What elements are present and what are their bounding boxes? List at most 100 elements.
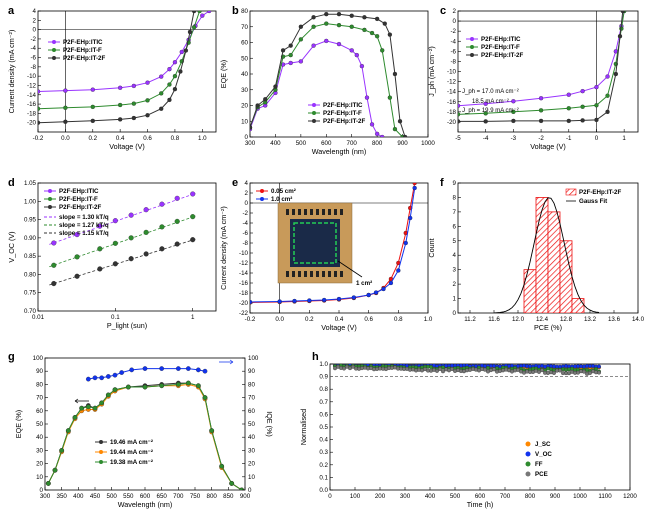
series-0-point [580, 89, 585, 94]
series-2-point [273, 84, 278, 89]
series-2-point [159, 383, 165, 389]
histogram-bar [535, 197, 549, 313]
series-1-point [174, 218, 180, 224]
y-tick-label: -10 [239, 250, 249, 257]
series-1-point [366, 292, 371, 298]
y-tick-label: 2 [245, 190, 249, 197]
y-tick-label: -20 [447, 119, 457, 126]
series-3-point [92, 375, 98, 381]
y-tick-label: -8 [450, 58, 456, 65]
plot-frame [329, 363, 631, 491]
series-2-point [458, 119, 461, 124]
series-0-point [174, 195, 180, 201]
series-1-point [118, 102, 123, 108]
series-2-point [79, 405, 85, 411]
legend-label: PCE [535, 471, 548, 478]
series-1-point [145, 98, 150, 103]
series-3-point [597, 370, 601, 375]
legend-swatch [565, 188, 577, 196]
series-2-point [263, 97, 268, 102]
series-1-point [288, 52, 293, 58]
y-tick-label: 80 [241, 8, 248, 15]
series-0-point [538, 96, 544, 101]
series-3-point [112, 372, 118, 378]
series-1-point [190, 214, 196, 220]
series-2-point [74, 273, 80, 279]
series-2-point [131, 115, 136, 121]
plot-frame [37, 10, 217, 133]
series-0-point [159, 74, 164, 79]
plot-area [45, 366, 245, 490]
series-2-point [190, 237, 196, 243]
y-tick-label: -20 [27, 120, 37, 127]
x-tick-label: 400 [270, 140, 281, 147]
y-tick-label: 0.2 [319, 462, 328, 469]
y-tick-label: 80 [36, 381, 43, 388]
series-1-point [392, 126, 398, 132]
y-tick-label: 30 [36, 447, 43, 454]
series-1-point [369, 30, 375, 36]
series-1-point [197, 11, 202, 14]
electrode-pin [292, 209, 295, 215]
series-3-point [195, 367, 201, 373]
legend-marker [525, 451, 531, 457]
series-1-point [159, 224, 165, 230]
series-0-point [354, 52, 359, 58]
y-tick-label: 0.75 [24, 290, 37, 297]
y-tick-label: -18 [239, 290, 249, 297]
series-2-point [174, 241, 180, 247]
y-tick-label: -2 [30, 36, 36, 43]
y-tick-label: 5 [453, 238, 457, 245]
y-tick-label: 9 [453, 180, 457, 187]
y-tick-label: 50 [36, 421, 43, 428]
y2-tick-label: 30 [248, 447, 255, 454]
x-tick-label: 500 [107, 493, 118, 500]
legend-marker [312, 119, 316, 123]
legend-label: 19.46 mA cm⁻² [110, 439, 153, 446]
plot-frame [44, 357, 246, 491]
series-3-point [85, 376, 91, 382]
series-2-point [229, 481, 235, 486]
fit-line-1 [49, 215, 197, 268]
series-0-point [143, 207, 149, 213]
series-2-point [128, 256, 134, 262]
series-2-point [580, 118, 585, 123]
legend-label: P2F-EHp:IT-F [481, 44, 520, 51]
series-2-point [99, 400, 105, 406]
y-tick-label: 40 [241, 71, 248, 78]
series-1-point [605, 93, 610, 98]
panel-letter: b [232, 5, 239, 17]
series-2-point [280, 48, 286, 53]
y-tick-label: -18 [447, 109, 457, 116]
y-tick-label: 8 [453, 194, 457, 201]
series-0-point [380, 134, 385, 137]
series-2-point [142, 384, 148, 390]
electrode-pin [340, 271, 343, 277]
series-0-point [359, 63, 365, 69]
series-3-point [438, 367, 442, 372]
y-tick-label: -14 [27, 92, 37, 99]
series-0-point [412, 183, 417, 186]
plot-area [493, 197, 600, 313]
y-tick-label: 30 [241, 87, 248, 94]
legend-marker [99, 460, 103, 464]
series-0-point [200, 13, 205, 18]
series-0-point [159, 201, 165, 207]
y-tick-label: -6 [450, 48, 456, 55]
series-2-point [441, 365, 445, 370]
slope-legend-label: slope = 1.30 kT/q [59, 214, 109, 221]
series-0-point [145, 80, 150, 85]
jph-annotation: J_ph = 17.0 mA cm⁻² [462, 89, 519, 95]
series-0-point [311, 43, 316, 48]
x-tick-label: 700 [347, 140, 358, 147]
y-axis-label: Current density (mA cm⁻²) [7, 30, 16, 114]
legend-marker [48, 205, 52, 209]
y-tick-label: 0.9 [319, 374, 328, 381]
x-tick-label: 0.2 [305, 316, 314, 323]
active-area-outline [293, 222, 337, 264]
y-tick-label: -14 [239, 270, 249, 277]
y-tick-label: 0.4 [319, 437, 328, 444]
series-2-point [178, 69, 183, 74]
series-3-point [552, 371, 556, 375]
series-3-point [540, 368, 544, 373]
